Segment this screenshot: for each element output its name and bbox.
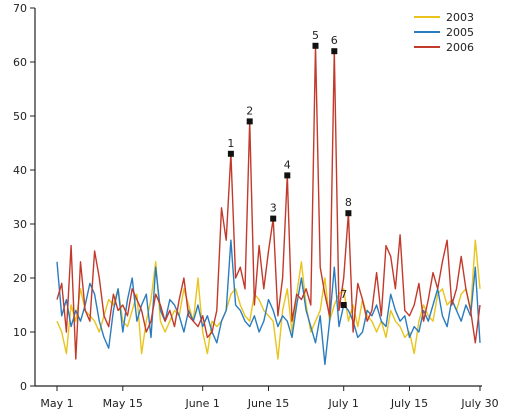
y-tick-label: 40 xyxy=(13,164,27,177)
series-lines xyxy=(56,45,481,366)
annotation-label: 8 xyxy=(345,196,352,209)
annotation-label: 1 xyxy=(227,137,234,150)
x-tick-label: May 1 xyxy=(40,397,73,410)
legend-label: 2005 xyxy=(446,26,474,39)
x-tick-label: May 15 xyxy=(103,397,143,410)
y-tick-label: 30 xyxy=(13,218,27,231)
y-tick-label: 0 xyxy=(20,380,27,393)
y-tick-label: 20 xyxy=(13,272,27,285)
legend-label: 2003 xyxy=(446,11,474,24)
annotation-label: 2 xyxy=(246,104,253,117)
x-tick-label: July 15 xyxy=(390,397,428,410)
series-line-2003 xyxy=(56,239,481,360)
annotation-label: 5 xyxy=(312,29,319,42)
x-tick-label: July 30 xyxy=(460,397,498,410)
annotation-marker xyxy=(331,48,338,55)
y-tick-label: 50 xyxy=(13,110,27,123)
annotation-marker xyxy=(345,210,352,217)
annotation-marker xyxy=(312,42,319,49)
x-tick-label: July 1 xyxy=(328,397,359,410)
annotation-marker xyxy=(270,215,277,222)
chart-axes: 0 10 20 30 40 50 60 70 May 1 May 15 June 1 June 15 J… xyxy=(13,2,499,410)
annotation-label: 3 xyxy=(270,202,277,215)
y-tick-label: 10 xyxy=(13,326,27,339)
y-tick-label: 60 xyxy=(13,56,27,69)
x-tick-label: June 15 xyxy=(247,397,289,410)
legend-label: 2006 xyxy=(446,41,474,54)
legend: 2003 2005 2006 xyxy=(414,11,474,54)
x-tick-label: June 1 xyxy=(184,397,219,410)
annotation-label: 4 xyxy=(284,158,291,171)
annotation-marker xyxy=(284,172,291,179)
annotation-label: 6 xyxy=(331,34,338,47)
annotation-label: 7 xyxy=(340,288,347,301)
annotation-marker xyxy=(340,302,347,308)
series-line-2006 xyxy=(56,45,481,360)
annotation-markers: 1 2 3 4 5 6 7 8 xyxy=(227,29,352,308)
series-line-2005 xyxy=(56,239,481,366)
annotation-marker xyxy=(246,118,253,125)
annotation-marker xyxy=(227,150,234,157)
y-tick-label: 70 xyxy=(13,2,27,15)
